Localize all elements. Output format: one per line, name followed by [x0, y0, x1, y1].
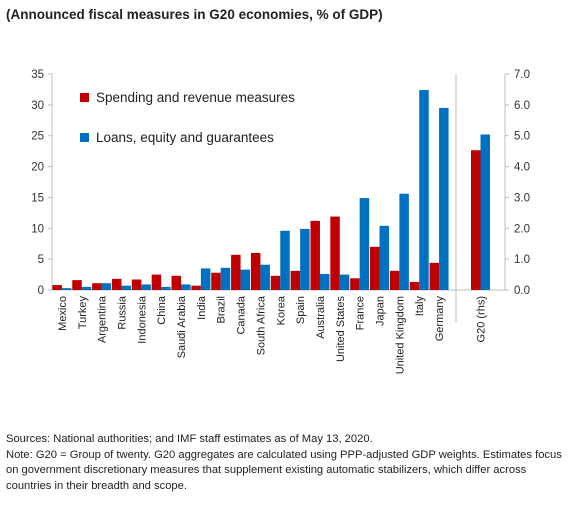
bar-spending [290, 270, 301, 290]
category-label: Brazil [216, 296, 228, 324]
y-tick-label: 25 [31, 131, 44, 143]
bar-loans [419, 90, 429, 290]
y-tick-label: 35 [31, 69, 44, 81]
bar-spending [231, 254, 241, 290]
category-label: Argentina [97, 295, 109, 343]
bar-loans [141, 284, 151, 290]
y-tick-label: 20 [31, 162, 44, 174]
bar-loans [379, 225, 390, 290]
category-label: Mexico [57, 296, 69, 331]
legend-swatch-loans [80, 133, 89, 142]
legend-label-spending: Spending and revenue measures [96, 90, 295, 105]
y2-tick-label: 5.0 [514, 131, 530, 143]
bar-spending [52, 285, 62, 290]
category-label: Japan [375, 296, 387, 326]
bar-loans [439, 107, 449, 290]
y2-tick-label: 1.0 [514, 254, 530, 266]
category-label: Korea [275, 295, 287, 325]
bar-spending [92, 283, 102, 290]
bar-loans [220, 267, 231, 290]
legend-swatch-spending [80, 93, 89, 102]
bar-loans [81, 286, 92, 290]
bar-loans [339, 274, 350, 290]
bar-loans [240, 269, 251, 290]
bar-loans [359, 198, 370, 290]
y-tick-label: 0 [38, 285, 44, 297]
footnote: Note: G20 = Group of twenty. G20 aggrega… [6, 448, 562, 492]
category-label: Italy [414, 296, 426, 317]
y2-tick-label: 6.0 [514, 100, 530, 112]
bar-loans [200, 268, 211, 290]
bar-spending [370, 246, 380, 290]
y2-tick-label: 4.0 [514, 162, 530, 174]
category-label: China [156, 295, 168, 325]
category-label: Russia [116, 295, 128, 330]
bar-spending [250, 252, 261, 290]
bar-loans [399, 193, 409, 290]
bar-loans [260, 264, 270, 290]
y2-tick-label: 7.0 [514, 69, 530, 81]
y-tick-label: 30 [31, 100, 44, 112]
bar-spending [72, 280, 82, 290]
bar-loans [280, 230, 290, 290]
category-label: India [196, 295, 208, 320]
g20-category-label: G20 (rhs) [476, 296, 488, 342]
g20-bar-loans [480, 134, 490, 290]
fiscal-measures-chart: 0 5 10 15 20 25 30 35 0.0 1.0 2.0 3.0 4.0 5.0 6.0 7.0 Me… [31, 69, 530, 374]
legend-label-loans: Loans, equity and guarantees [96, 130, 274, 145]
category-label: Turkey [77, 296, 89, 330]
chart-title: (Announced fiscal measures in G20 econom… [6, 7, 383, 22]
bar-loans [319, 273, 330, 290]
bar-spending [191, 285, 201, 290]
category-label: Germany [434, 296, 446, 342]
bar-loans [181, 284, 191, 290]
g20-bar-spending [471, 150, 481, 290]
category-label: Indonesia [136, 295, 148, 344]
category-label: France [355, 296, 367, 330]
y-tick-label: 15 [31, 192, 44, 204]
bar-spending [270, 275, 281, 290]
bar-spending [131, 279, 142, 290]
bar-loans [121, 285, 131, 290]
bar-loans [300, 228, 310, 290]
chart-notes: Sources: National authorities; and IMF s… [6, 432, 572, 494]
y2-tick-label: 0.0 [514, 285, 530, 297]
bar-spending [310, 220, 320, 290]
bar-spending [429, 262, 440, 290]
bar-loans [101, 283, 112, 290]
y2-tick-label: 3.0 [514, 192, 530, 204]
bar-loans [61, 288, 72, 290]
bar-spending [211, 272, 221, 290]
y-tick-label: 5 [38, 254, 44, 266]
bar-spending [171, 275, 182, 290]
y-tick-label: 10 [31, 223, 44, 235]
category-label: South Africa [255, 295, 267, 355]
y2-tick-label: 2.0 [514, 223, 530, 235]
category-label: Spain [295, 296, 307, 324]
category-label: United States [335, 296, 347, 363]
bar-spending [111, 278, 122, 290]
bar-spending [409, 281, 420, 290]
bar-loans [161, 286, 171, 290]
bar-spending [330, 216, 340, 290]
sources-note: Sources: National authorities; and IMF s… [6, 433, 373, 445]
bar-spending [389, 270, 400, 290]
category-label: United Kingdom [394, 296, 406, 374]
category-label: Australia [315, 295, 327, 339]
bar-spending [151, 274, 162, 290]
category-label: Saudi Arabia [176, 295, 188, 358]
category-label: Canada [236, 295, 248, 334]
bar-spending [350, 278, 360, 290]
